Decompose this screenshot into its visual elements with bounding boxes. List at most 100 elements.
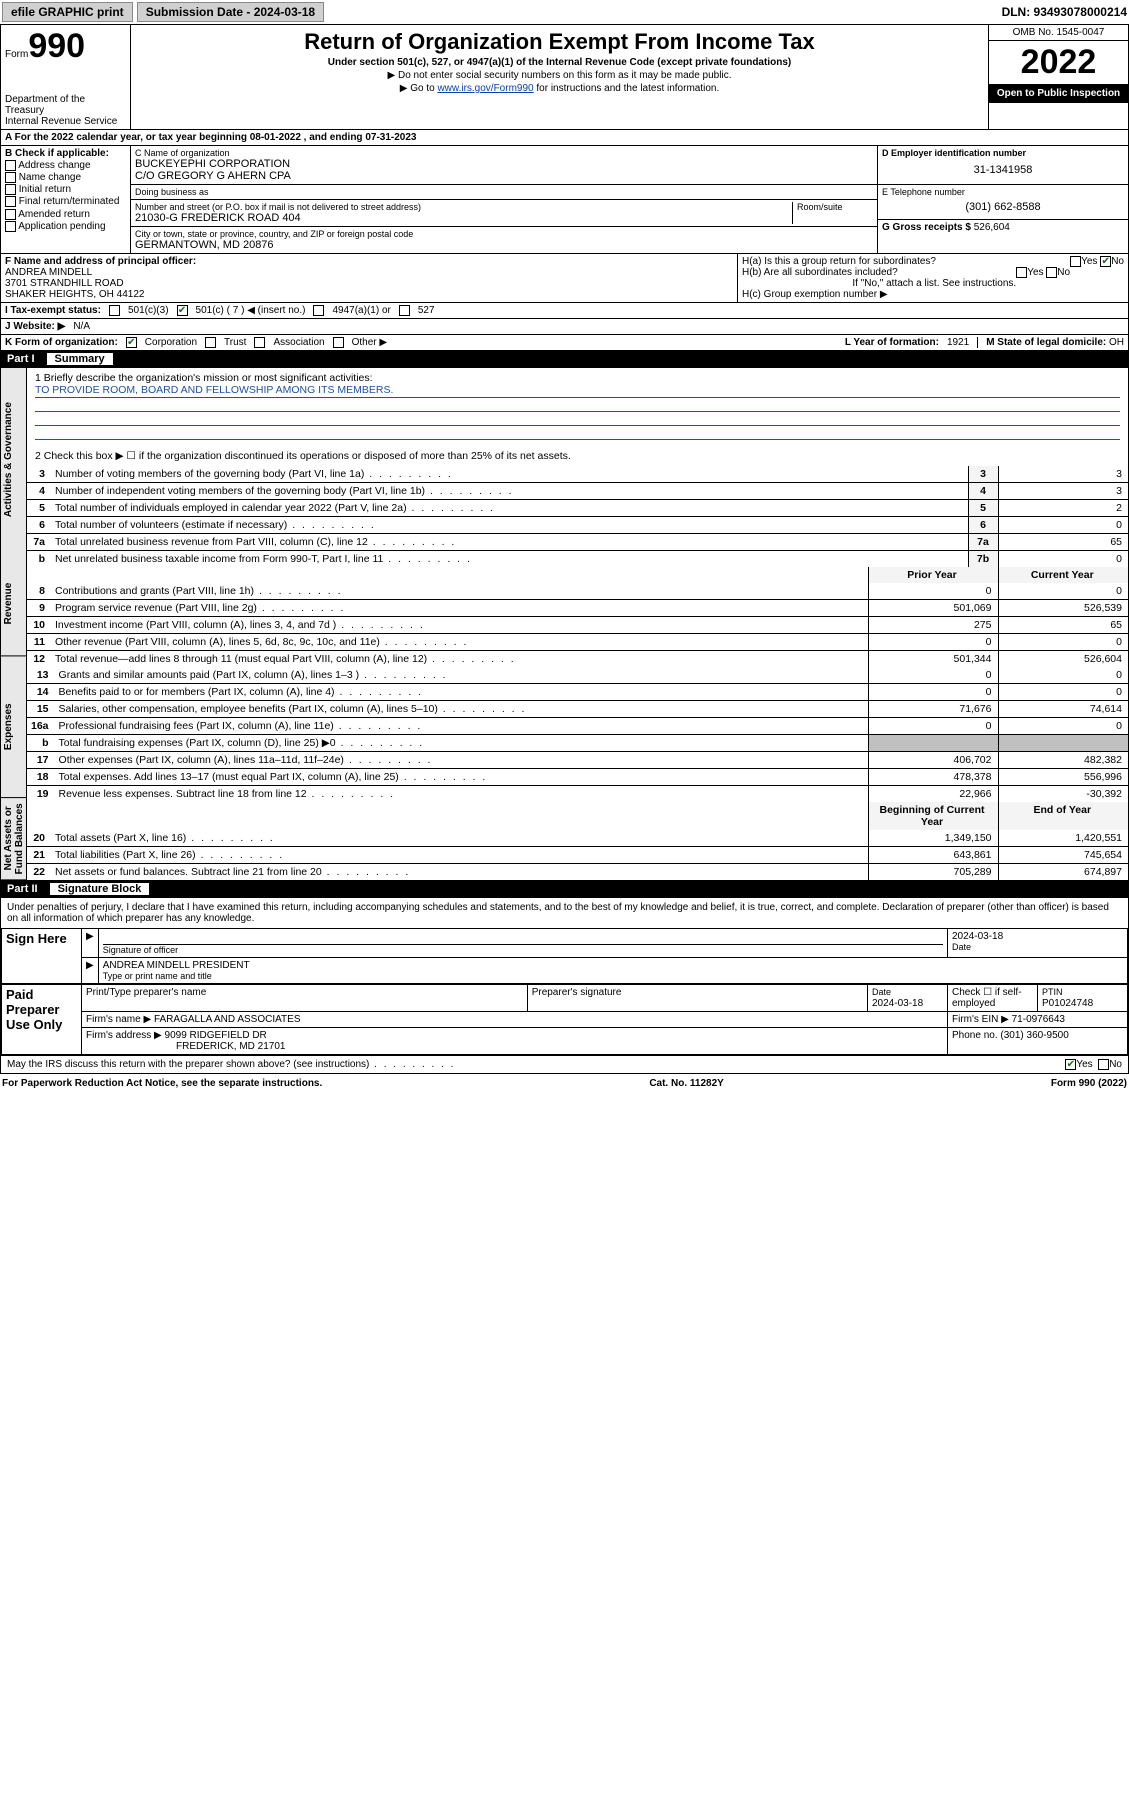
submission-date-badge: Submission Date - 2024-03-18 <box>137 2 324 22</box>
discuss-no-checkbox[interactable] <box>1098 1059 1109 1070</box>
form-title: Return of Organization Exempt From Incom… <box>135 29 984 55</box>
officer-name: ANDREA MINDELL <box>5 267 733 278</box>
table-row: 8Contributions and grants (Part VIII, li… <box>27 583 1128 600</box>
form-subtitle: Under section 501(c), 527, or 4947(a)(1)… <box>135 57 984 68</box>
side-netassets: Net Assets or Fund Balances <box>1 798 26 880</box>
efile-print-button[interactable]: efile GRAPHIC print <box>2 2 133 22</box>
chk-pending[interactable]: Application pending <box>5 221 126 232</box>
street-label: Number and street (or P.O. box if mail i… <box>135 202 788 212</box>
col-d-ids: D Employer identification number 31-1341… <box>878 146 1128 253</box>
chk-final[interactable]: Final return/terminated <box>5 196 126 207</box>
table-row: bTotal fundraising expenses (Part IX, co… <box>27 735 1128 752</box>
chk-initial[interactable]: Initial return <box>5 184 126 195</box>
firm-addr1: 9099 RIDGEFIELD DR <box>165 1030 267 1041</box>
table-row: 6Total number of volunteers (estimate if… <box>27 517 1128 534</box>
discuss-row: May the IRS discuss this return with the… <box>1 1055 1128 1073</box>
net-header: Beginning of Current Year End of Year <box>27 802 1128 830</box>
yof-value: 1921 <box>947 337 969 348</box>
hb-note: If "No," attach a list. See instructions… <box>742 278 1124 289</box>
ein-label: D Employer identification number <box>882 148 1124 158</box>
table-row: 18Total expenses. Add lines 13–17 (must … <box>27 769 1128 786</box>
tel-label: E Telephone number <box>882 187 1124 197</box>
netassets-table: 20Total assets (Part X, line 16)1,349,15… <box>27 830 1128 880</box>
ha-no-checkbox[interactable] <box>1100 256 1111 267</box>
table-row: 16aProfessional fundraising fees (Part I… <box>27 718 1128 735</box>
chk-527[interactable] <box>399 305 410 316</box>
col-b-checkboxes: B Check if applicable: Address change Na… <box>1 146 131 253</box>
governance-table: 3Number of voting members of the governi… <box>27 466 1128 567</box>
begin-year-hdr: Beginning of Current Year <box>868 802 998 830</box>
table-row: 12Total revenue—add lines 8 through 11 (… <box>27 651 1128 668</box>
prep-self-emp[interactable]: Check ☐ if self-employed <box>948 985 1038 1012</box>
part2-header: Part II Signature Block <box>0 881 1129 898</box>
chk-name[interactable]: Name change <box>5 172 126 183</box>
table-row: 21Total liabilities (Part X, line 26)643… <box>27 847 1128 864</box>
hb-row: H(b) Are all subordinates included? Yes … <box>742 267 1124 278</box>
ein-value: 31-1341958 <box>882 158 1124 182</box>
mission-block: 1 Briefly describe the organization's mi… <box>27 368 1128 466</box>
side-revenue: Revenue <box>1 552 26 656</box>
summary-section: Activities & Governance Revenue Expenses… <box>0 368 1129 881</box>
table-row: 5Total number of individuals employed in… <box>27 500 1128 517</box>
mission-q: 1 Briefly describe the organization's mi… <box>35 372 1120 384</box>
preparer-lead: Paid Preparer Use Only <box>2 985 82 1055</box>
gross-value: 526,604 <box>974 222 1010 233</box>
table-row: 17Other expenses (Part IX, column (A), l… <box>27 752 1128 769</box>
chk-corp[interactable] <box>126 337 137 348</box>
org-name: BUCKEYEPHI CORPORATION <box>135 158 873 170</box>
chk-4947[interactable] <box>313 305 324 316</box>
prior-year-hdr: Prior Year <box>868 567 998 583</box>
mission-q2: 2 Check this box ▶ ☐ if the organization… <box>35 450 1120 462</box>
chk-501c[interactable] <box>177 305 188 316</box>
tel-value: (301) 662-8588 <box>882 197 1124 217</box>
street-value: 21030-G FREDERICK ROAD 404 <box>135 212 788 224</box>
chk-amended[interactable]: Amended return <box>5 209 126 220</box>
table-row: 19Revenue less expenses. Subtract line 1… <box>27 786 1128 803</box>
revenue-table: 8Contributions and grants (Part VIII, li… <box>27 583 1128 667</box>
website-label: J Website: ▶ <box>5 321 65 332</box>
footer-mid: Cat. No. 11282Y <box>649 1078 723 1089</box>
ptin: P01024748 <box>1042 998 1093 1009</box>
dln-label: DLN: 93493078000214 <box>1002 5 1127 19</box>
mission-text: TO PROVIDE ROOM, BOARD AND FELLOWSHIP AM… <box>35 384 1120 398</box>
side-governance: Activities & Governance <box>1 368 26 552</box>
website-value: N/A <box>73 321 90 332</box>
side-expenses: Expenses <box>1 657 26 798</box>
form-header: Form990 Department of the Treasury Inter… <box>0 25 1129 130</box>
form-word: Form <box>5 49 28 60</box>
page-footer: For Paperwork Reduction Act Notice, see … <box>0 1074 1129 1093</box>
expenses-table: 13Grants and similar amounts paid (Part … <box>27 667 1128 802</box>
officer-sig-line[interactable] <box>103 931 943 945</box>
col-b-heading: B Check if applicable: <box>5 148 126 159</box>
dom-value: OH <box>1109 337 1124 348</box>
firm-addr2: FREDERICK, MD 21701 <box>86 1041 285 1052</box>
two-col-header: Prior Year Current Year <box>27 567 1128 583</box>
part1-header: Part I Summary <box>0 351 1129 368</box>
discuss-yes-checkbox[interactable] <box>1065 1059 1076 1070</box>
table-row: 10Investment income (Part VIII, column (… <box>27 617 1128 634</box>
chk-address[interactable]: Address change <box>5 160 126 171</box>
table-row: bNet unrelated business taxable income f… <box>27 551 1128 568</box>
firm-ein: 71-0976643 <box>1012 1014 1065 1025</box>
officer-label: F Name and address of principal officer: <box>5 256 733 267</box>
ha-row: H(a) Is this a group return for subordin… <box>742 256 1124 267</box>
firm-phone: (301) 360-9500 <box>1000 1030 1068 1041</box>
form-number: 990 <box>28 27 85 65</box>
dba-label: Doing business as <box>135 187 873 197</box>
officer-sig-label: Signature of officer <box>103 945 943 955</box>
officer-print-label: Type or print name and title <box>103 971 1123 981</box>
current-year-hdr: Current Year <box>998 567 1128 583</box>
chk-other[interactable] <box>333 337 344 348</box>
tax-year: 2022 <box>989 41 1128 84</box>
preparer-table: Paid Preparer Use Only Print/Type prepar… <box>1 984 1128 1055</box>
prep-sig-col: Preparer's signature <box>527 985 867 1012</box>
chk-501c3[interactable] <box>109 305 120 316</box>
officer-addr1: 3701 STRANDHILL ROAD <box>5 278 733 289</box>
chk-trust[interactable] <box>205 337 216 348</box>
table-row: 4Number of independent voting members of… <box>27 483 1128 500</box>
irs-link[interactable]: www.irs.gov/Form990 <box>437 83 533 94</box>
table-row: 9Program service revenue (Part VIII, lin… <box>27 600 1128 617</box>
entity-grid: B Check if applicable: Address change Na… <box>0 146 1129 254</box>
table-row: 15Salaries, other compensation, employee… <box>27 701 1128 718</box>
chk-assoc[interactable] <box>254 337 265 348</box>
